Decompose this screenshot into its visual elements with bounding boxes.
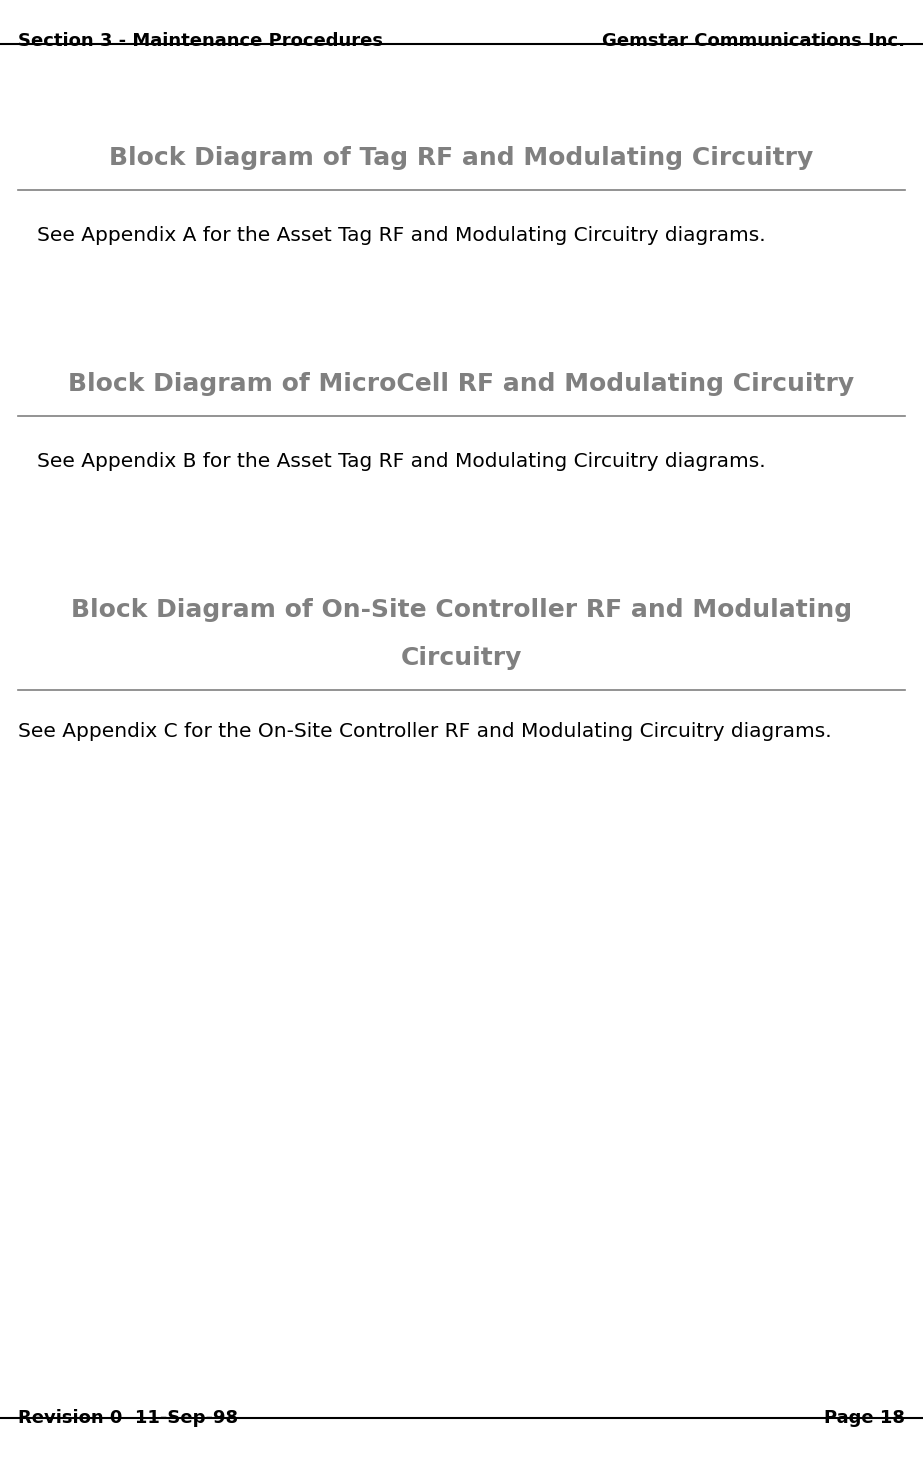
Text: See Appendix C for the On-Site Controller RF and Modulating Circuitry diagrams.: See Appendix C for the On-Site Controlle… <box>18 722 833 741</box>
Text: Gemstar Communications Inc.: Gemstar Communications Inc. <box>602 32 905 50</box>
Text: Section 3 - Maintenance Procedures: Section 3 - Maintenance Procedures <box>18 32 383 50</box>
Text: Block Diagram of MicroCell RF and Modulating Circuitry: Block Diagram of MicroCell RF and Modula… <box>68 372 855 395</box>
Text: Circuitry: Circuitry <box>401 646 522 670</box>
Text: Revision 0  11-Sep-98: Revision 0 11-Sep-98 <box>18 1409 238 1427</box>
Text: See Appendix A for the Asset Tag RF and Modulating Circuitry diagrams.: See Appendix A for the Asset Tag RF and … <box>37 226 765 245</box>
Text: Block Diagram of On-Site Controller RF and Modulating: Block Diagram of On-Site Controller RF a… <box>71 598 852 622</box>
Text: See Appendix B for the Asset Tag RF and Modulating Circuitry diagrams.: See Appendix B for the Asset Tag RF and … <box>37 452 765 471</box>
Text: Page 18: Page 18 <box>823 1409 905 1427</box>
Text: Block Diagram of Tag RF and Modulating Circuitry: Block Diagram of Tag RF and Modulating C… <box>109 146 814 169</box>
